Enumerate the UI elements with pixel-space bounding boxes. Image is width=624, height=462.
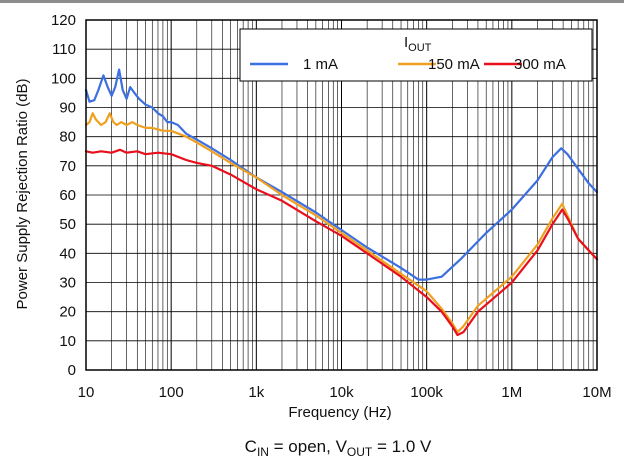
y-tick-label: 50 (59, 216, 76, 233)
caption-c-sub: IN (257, 445, 269, 459)
y-tick-label: 0 (68, 362, 76, 379)
legend-label: 1 mA (303, 56, 338, 73)
series-line (84, 148, 599, 337)
caption: CIN = open, VOUT = 1.0 V (245, 437, 432, 459)
y-tick-label: 80 (59, 129, 76, 146)
x-tick-labels: 10 100 1k 10k 100k 1M 10M (78, 384, 612, 401)
x-tick-label: 100k (410, 384, 443, 401)
x-tick-label: 10M (582, 384, 611, 401)
caption-end: = 1.0 V (372, 437, 432, 456)
x-tick-label: 10 (78, 384, 95, 401)
y-tick-labels: 0 10 20 30 40 50 60 70 80 90 100 110 120 (51, 12, 76, 379)
legend-title-main: I (404, 34, 408, 51)
y-tick-label: 10 (59, 333, 76, 350)
y-tick-label: 20 (59, 304, 76, 321)
series-line (84, 112, 599, 334)
legend-title: IOUT (404, 34, 432, 54)
y-tick-label: 30 (59, 275, 76, 292)
series-layer (84, 68, 599, 337)
caption-mid: = open, V (269, 437, 348, 456)
y-tick-label: 60 (59, 187, 76, 204)
caption-v-sub: OUT (347, 445, 373, 459)
top-rule (0, 0, 624, 3)
y-axis-title: Power Supply Rejection Ratio (dB) (14, 79, 31, 310)
series-line (84, 68, 599, 281)
y-tick-label: 90 (59, 100, 76, 117)
caption-c: C (245, 437, 257, 456)
x-axis-title: Frequency (Hz) (288, 404, 391, 421)
plot-frame (85, 19, 598, 371)
y-tick-label: 70 (59, 158, 76, 175)
x-tick-label: 10k (329, 384, 354, 401)
x-tick-label: 1M (501, 384, 522, 401)
legend: IOUT 1 mA 150 mA 300 mA (239, 28, 593, 82)
y-tick-label: 40 (59, 245, 76, 262)
legend-entries: 1 mA 150 mA 300 mA (250, 56, 566, 73)
legend-label: 150 mA (428, 56, 480, 73)
y-tick-label: 110 (52, 41, 76, 58)
x-tick-label: 1k (248, 384, 264, 401)
legend-box (239, 28, 593, 82)
y-tick-label: 100 (51, 70, 76, 87)
legend-label: 300 mA (514, 56, 566, 73)
legend-title-sub: OUT (408, 42, 432, 54)
y-tick-label: 120 (51, 12, 76, 29)
x-tick-label: 100 (159, 384, 184, 401)
